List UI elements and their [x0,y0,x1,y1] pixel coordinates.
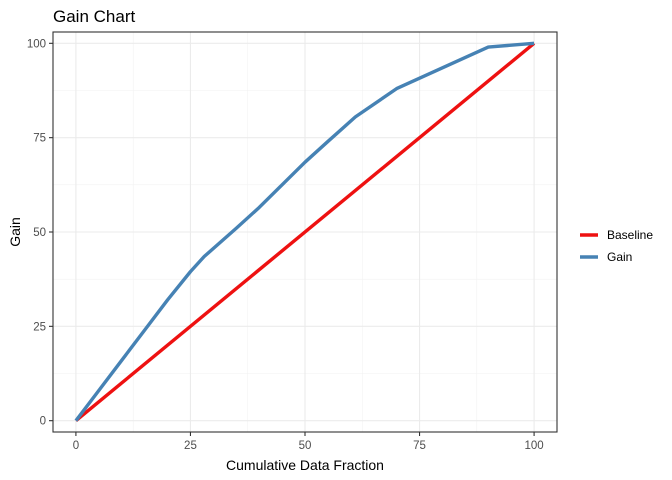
y-tick-label: 100 [27,38,46,50]
x-tick-label: 75 [413,440,426,452]
series-layer [74,41,536,422]
legend: Baseline Gain [580,228,653,264]
y-tick-label: 25 [33,321,46,333]
y-axis: 0 25 50 75 100 [27,38,53,428]
x-tick-label: 50 [299,440,312,452]
x-tick-label: 0 [73,440,79,452]
chart-title: Gain Chart [53,7,135,26]
series-line-gain [74,41,535,422]
y-tick-label: 50 [33,227,46,239]
x-tick-label: 100 [524,440,543,452]
legend-label-gain: Gain [607,250,632,264]
y-axis-title: Gain [7,217,23,247]
grid-major-lines [53,32,557,432]
x-tick-label: 25 [184,440,197,452]
series-line-baseline [74,42,536,422]
x-axis: 0 25 50 75 100 [73,432,544,452]
y-tick-label: 0 [40,416,46,428]
x-axis-title: Cumulative Data Fraction [226,457,384,473]
y-tick-label: 75 [33,133,46,145]
legend-label-baseline: Baseline [607,228,653,242]
plot-panel [52,31,558,433]
